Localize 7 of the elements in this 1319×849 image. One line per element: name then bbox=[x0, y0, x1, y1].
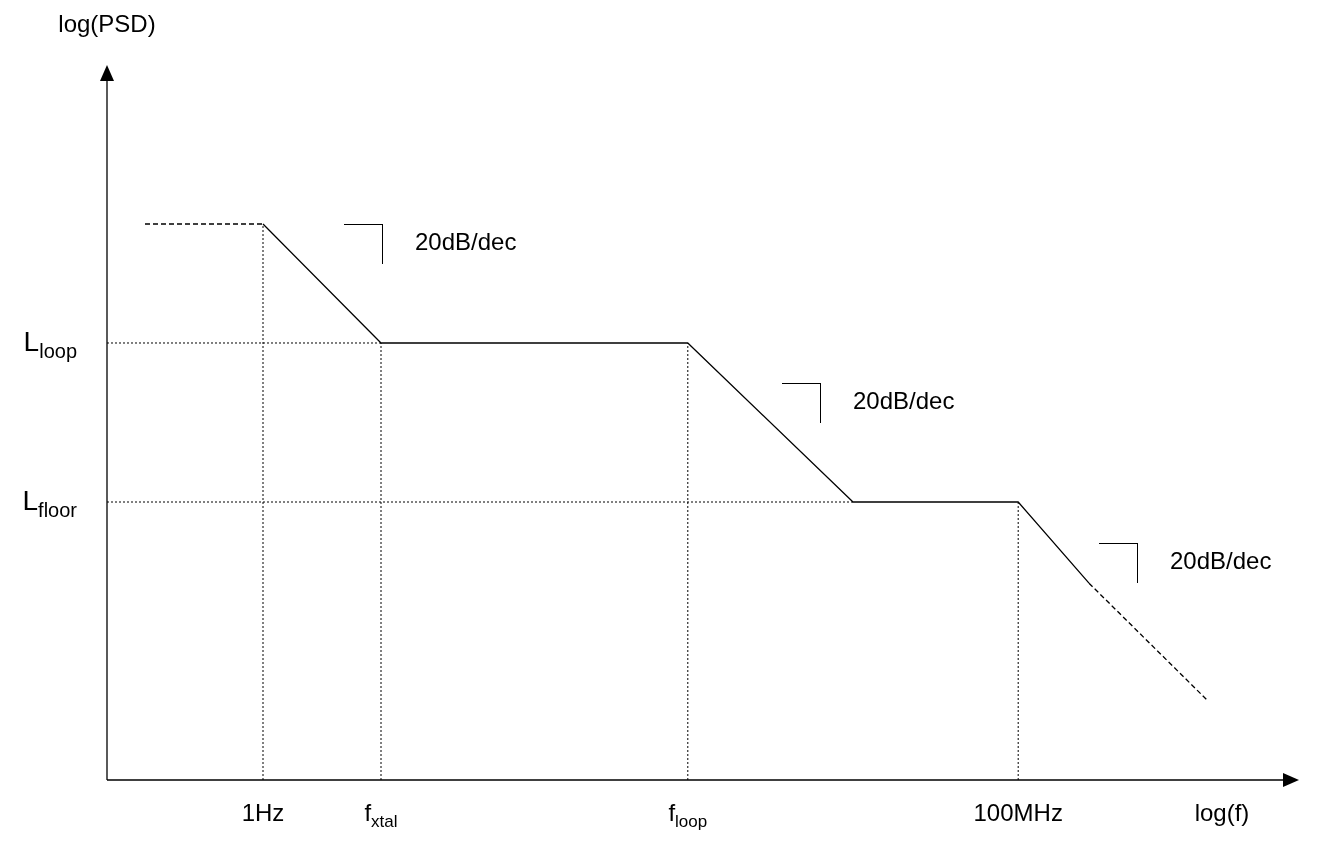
x-tick-label: 100MHz bbox=[973, 798, 1063, 826]
annotation: 20dB/dec bbox=[1170, 546, 1272, 574]
x-axis-title: log(f) bbox=[1194, 798, 1250, 826]
annotation: 20dB/dec bbox=[853, 386, 955, 414]
annotation: 20dB/dec bbox=[415, 227, 517, 255]
text: log(PSD) bbox=[58, 9, 156, 37]
x-tick-label: 1Hz bbox=[241, 798, 285, 826]
